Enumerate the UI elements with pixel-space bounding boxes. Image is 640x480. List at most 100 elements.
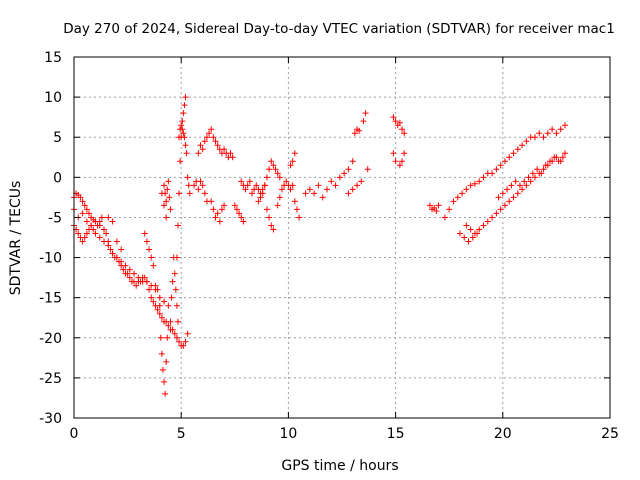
data-point: [81, 202, 88, 209]
data-point: [401, 150, 408, 157]
data-point: [158, 190, 165, 197]
data-point: [246, 178, 253, 185]
data-point: [274, 202, 281, 209]
data-point: [315, 182, 322, 189]
data-point: [497, 162, 504, 169]
data-point: [474, 230, 481, 237]
data-point: [177, 158, 184, 165]
data-point: [549, 126, 556, 133]
data-point: [178, 122, 185, 129]
data-point: [546, 158, 553, 165]
data-point: [174, 318, 181, 325]
data-point: [456, 230, 463, 237]
data-point: [296, 214, 303, 221]
data-point: [216, 218, 223, 225]
y-tick-label: 5: [53, 130, 62, 146]
data-point: [467, 226, 474, 233]
y-tick-label: 15: [44, 50, 62, 66]
data-point: [463, 186, 470, 193]
data-point: [450, 198, 457, 205]
data-point: [236, 210, 243, 217]
data-point: [287, 162, 294, 169]
data-point: [501, 202, 508, 209]
data-point: [516, 182, 523, 189]
data-point: [287, 186, 294, 193]
data-point: [480, 222, 487, 229]
data-point: [180, 110, 187, 117]
y-tick-label: -20: [39, 331, 62, 347]
y-tick-label: -30: [39, 411, 62, 427]
data-point: [538, 170, 545, 177]
data-point: [268, 158, 275, 165]
data-point: [113, 254, 120, 261]
data-point: [360, 118, 367, 125]
data-point: [519, 186, 526, 193]
data-point: [166, 194, 173, 201]
data-point: [489, 214, 496, 221]
data-point: [83, 206, 90, 213]
data-point: [171, 330, 178, 337]
chart-title: Day 270 of 2024, Sidereal Day-to-day VTE…: [63, 21, 615, 37]
data-point: [109, 218, 116, 225]
data-point: [510, 150, 517, 157]
data-point: [311, 190, 318, 197]
data-point: [143, 238, 150, 245]
data-point: [146, 286, 153, 293]
data-point: [480, 174, 487, 181]
data-point: [176, 190, 183, 197]
data-point: [173, 334, 180, 341]
data-point: [268, 222, 275, 229]
data-point: [165, 178, 172, 185]
data-point: [231, 202, 238, 209]
data-point: [495, 194, 502, 201]
data-point: [351, 130, 358, 137]
data-point: [105, 214, 112, 221]
data-point: [181, 102, 188, 109]
data-point: [561, 122, 568, 129]
data-point: [446, 206, 453, 213]
data-point: [191, 182, 198, 189]
data-point: [169, 278, 176, 285]
data-point: [126, 274, 133, 281]
data-point: [506, 154, 513, 161]
data-point: [167, 318, 174, 325]
data-point: [186, 190, 193, 197]
y-tick-label: -10: [39, 251, 62, 267]
data-point: [349, 158, 356, 165]
data-point: [392, 158, 399, 165]
data-point: [195, 186, 202, 193]
data-point: [454, 194, 461, 201]
data-point: [514, 146, 521, 153]
data-point: [341, 170, 348, 177]
axis-ticks: 0 5 10 15 20 25 -30 -25 -20 -15 -10 -5 0 5 10 15: [39, 50, 619, 442]
data-point: [208, 198, 215, 205]
data-point: [101, 226, 108, 233]
data-point: [332, 182, 339, 189]
data-point: [497, 206, 504, 213]
data-point: [141, 230, 148, 237]
data-point: [199, 146, 206, 153]
plot-frame: [73, 56, 611, 419]
data-point: [553, 130, 560, 137]
data-point: [493, 210, 500, 217]
data-point: [90, 226, 97, 233]
data-point: [289, 182, 296, 189]
data-point: [214, 210, 221, 217]
data-point: [283, 178, 290, 185]
x-tick-label: 5: [177, 426, 186, 442]
data-point: [399, 126, 406, 133]
data-point: [289, 158, 296, 165]
data-point: [173, 254, 180, 261]
data-point: [328, 178, 335, 185]
data-point: [463, 222, 470, 229]
data-point: [255, 198, 262, 205]
data-point: [240, 218, 247, 225]
data-point: [396, 119, 403, 126]
data-point: [514, 190, 521, 197]
data-point: [92, 218, 99, 225]
data-point: [143, 278, 150, 285]
data-point: [79, 198, 86, 205]
data-point: [92, 230, 99, 237]
data-point: [124, 270, 131, 277]
data-point: [261, 182, 268, 189]
